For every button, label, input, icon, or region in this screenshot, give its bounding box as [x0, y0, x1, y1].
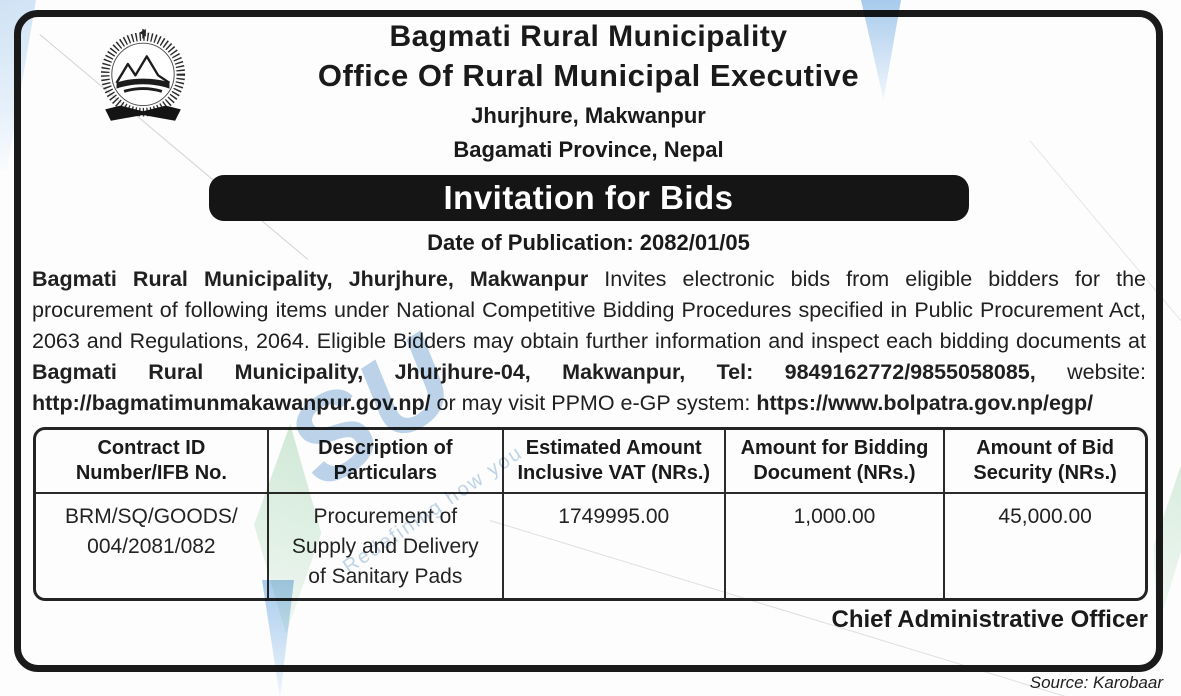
- egp-url: https://www.bolpatra.gov.np/egp/: [756, 391, 1094, 415]
- address-line-2: Bagamati Province, Nepal: [453, 137, 724, 162]
- source-credit: Source: Karobaar: [1029, 673, 1163, 692]
- notice-header: Bagmati Rural Municipality Office Of Rur…: [21, 17, 1156, 163]
- municipality-emblem-icon: [95, 29, 191, 133]
- body-segment: website:: [1035, 360, 1146, 384]
- address-line-1: Jhurjhure, Makwanpur: [471, 103, 706, 128]
- header-bidding-document-amount: Amount for Bidding Document (NRs.): [723, 430, 945, 494]
- table-header-row: Contract ID Number/IFB No. Description o…: [36, 430, 1145, 494]
- website-url: http://bagmatimunmakawanpur.gov.np/: [32, 391, 431, 415]
- org-name: Bagmati Rural Municipality: [389, 20, 788, 53]
- contract-id-cell: BRM/SQ/GOODS/ 004/2081/082: [65, 505, 238, 558]
- bid-security-amount-cell: 45,000.00: [943, 493, 1145, 598]
- bidding-document-amount-cell: 1,000.00: [723, 493, 945, 598]
- header-bid-security-amount: Amount of Bid Security (NRs.): [943, 430, 1145, 494]
- notice-border-frame: Bagmati Rural Municipality Office Of Rur…: [14, 10, 1163, 672]
- invitation-banner: Invitation for Bids: [208, 175, 969, 221]
- body-segment: Invites electronic bids from eligible bi…: [32, 267, 1146, 353]
- header-estimated-amount: Estimated Amount Inclusive VAT (NRs.): [501, 430, 725, 494]
- header-description: Description of Particulars: [266, 430, 503, 494]
- signature-title: Chief Administrative Officer: [831, 606, 1148, 633]
- header-contract-id: Contract ID Number/IFB No.: [36, 430, 268, 494]
- body-segment: Bagmati Rural Municipality, Jhurjhure, M…: [32, 267, 589, 291]
- publication-date: Date of Publication: 2082/01/05: [427, 230, 750, 255]
- bid-table: Contract ID Number/IFB No. Description o…: [33, 427, 1148, 601]
- table-row: BRM/SQ/GOODS/ 004/2081/082 Procurement o…: [36, 493, 1145, 598]
- description-cell: Procurement of Supply and Delivery of Sa…: [266, 493, 503, 598]
- estimated-amount-cell: 1749995.00: [501, 493, 725, 598]
- notice-paragraph: Bagmati Rural Municipality, Jhurjhure, M…: [32, 264, 1146, 419]
- body-segment: or may visit PPMO e-GP system:: [430, 391, 757, 415]
- office-name: Office Of Rural Municipal Executive: [317, 58, 860, 93]
- body-segment: Bagmati Rural Municipality, Jhurjhure-04…: [32, 360, 1036, 384]
